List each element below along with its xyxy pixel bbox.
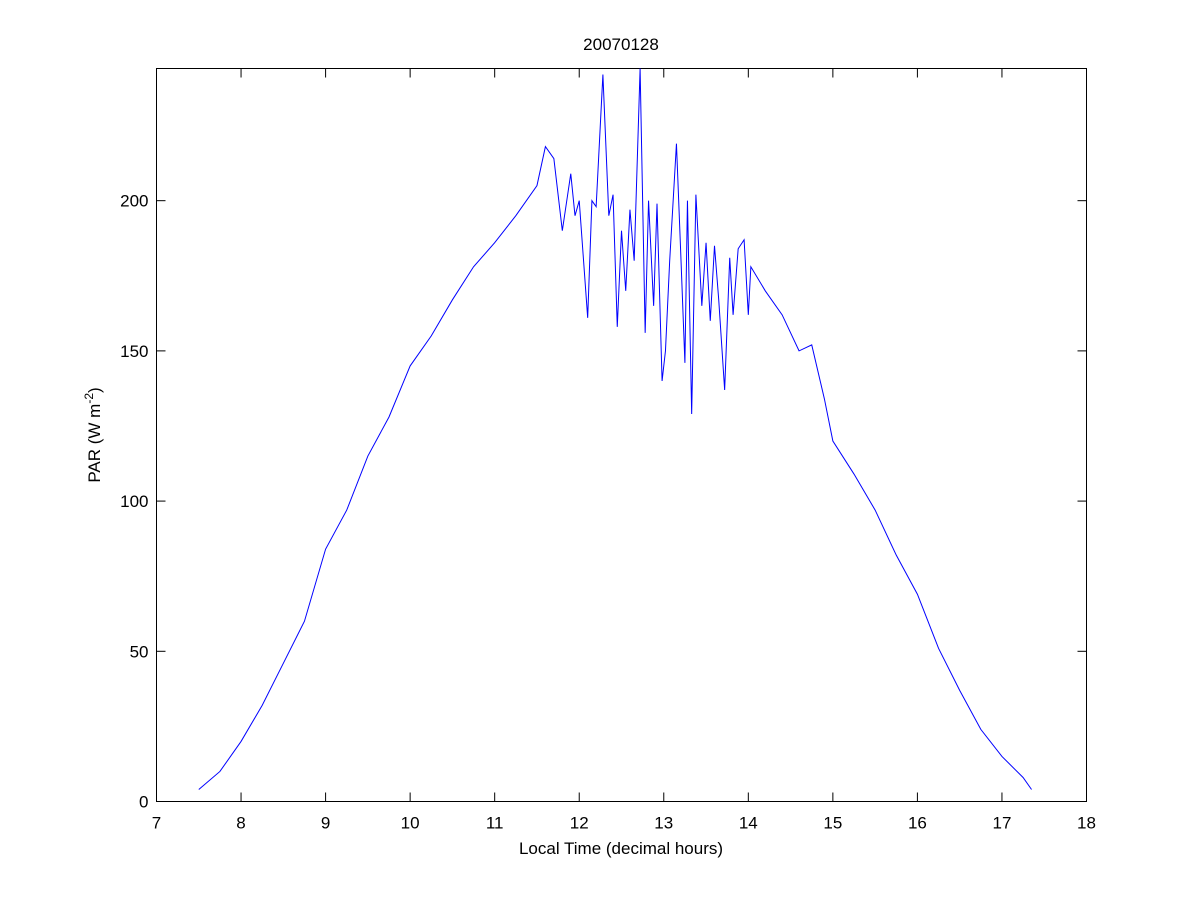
y-tick-label: 0 — [139, 793, 148, 812]
y-label-suffix: ) — [85, 387, 104, 393]
y-label-text: PAR (W m — [85, 404, 104, 483]
x-tick-label: 14 — [739, 814, 758, 833]
x-tick-label: 13 — [654, 814, 673, 833]
y-label-sup: -2 — [82, 393, 96, 404]
y-tick-label: 200 — [120, 192, 148, 211]
plot-box — [156, 68, 1087, 802]
x-tick-label: 9 — [321, 814, 330, 833]
x-tick-label: 10 — [401, 814, 420, 833]
y-axis-label: PAR (W m-2) — [82, 387, 104, 482]
x-tick-label: 7 — [152, 814, 161, 833]
chart-title: 20070128 — [583, 35, 659, 54]
x-tick-label: 17 — [992, 814, 1011, 833]
x-tick-label: 12 — [570, 814, 589, 833]
x-tick-label: 16 — [908, 814, 927, 833]
x-tick-label: 18 — [1077, 814, 1096, 833]
x-axis-label: Local Time (decimal hours) — [519, 839, 723, 858]
x-tick-label: 11 — [486, 814, 504, 833]
y-tick-label: 150 — [120, 342, 148, 361]
data-line — [198, 68, 1032, 790]
y-tick-label: 50 — [130, 642, 149, 661]
y-tick-label: 100 — [120, 492, 148, 511]
x-tick-label: 15 — [823, 814, 842, 833]
x-tick-label: 8 — [236, 814, 245, 833]
